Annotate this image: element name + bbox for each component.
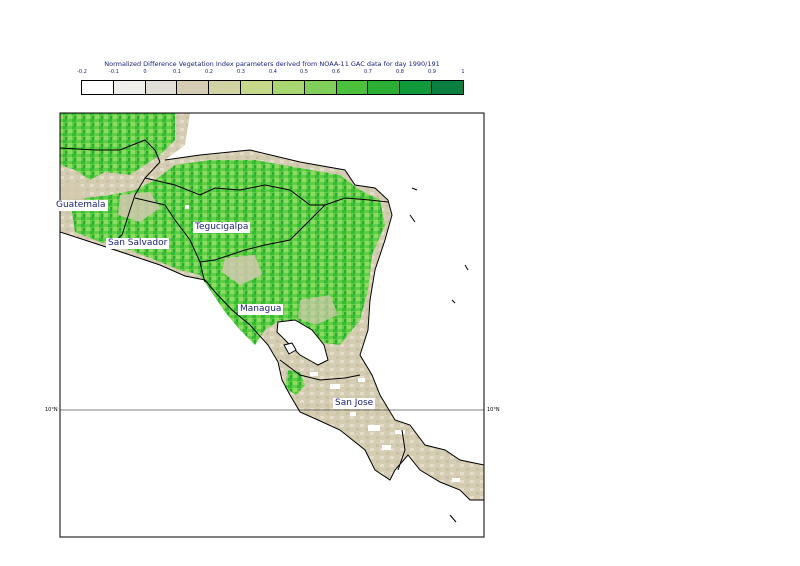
lake-managua <box>283 342 297 355</box>
vegetation-patch <box>285 370 305 395</box>
legend-tick-labels: -0.2 -0.1 0 0.1 0.2 0.3 0.4 0.5 0.6 0.7 … <box>0 69 800 77</box>
country-borders <box>60 139 406 471</box>
latitude-label-left: 10°N <box>45 407 58 413</box>
legend-tick-label: 0.6 <box>332 69 340 75</box>
legend-swatch <box>209 81 242 94</box>
coastline <box>60 231 484 501</box>
legend-swatch <box>177 81 210 94</box>
map-area <box>60 113 484 523</box>
legend-tick-label: 0.9 <box>428 69 436 75</box>
legend-tick-label: -0.2 <box>77 69 87 75</box>
islands <box>409 187 469 523</box>
legend-swatch <box>304 81 337 94</box>
legend-swatch <box>336 81 369 94</box>
latitude-label-right: 10°N <box>487 407 500 413</box>
legend-swatch <box>400 81 433 94</box>
legend-tick-label: 0.5 <box>300 69 308 75</box>
no-data-spots <box>72 205 460 482</box>
legend-swatch <box>82 81 114 94</box>
coastline-north <box>164 149 484 466</box>
legend-tick-label: 1 <box>461 69 465 75</box>
legend-swatch <box>432 81 463 94</box>
legend-tick-label: 0.4 <box>269 69 277 75</box>
legend-title: Normalized Difference Vegetation Index p… <box>104 60 440 68</box>
map-frame <box>59 112 485 538</box>
legend-tick-label: 0.8 <box>396 69 404 75</box>
city-label-managua: Managua <box>238 304 284 315</box>
city-label-guatemala: Guatemala <box>54 200 108 211</box>
legend-tick-label: 0.2 <box>205 69 213 75</box>
legend-swatch <box>272 81 305 94</box>
legend-tick-label: 0.1 <box>173 69 181 75</box>
dry-patch <box>60 182 85 205</box>
city-label-tegucigalpa: Tegucigalpa <box>193 222 251 233</box>
legend-tick-label: -0.1 <box>109 69 119 75</box>
legend-tick-label: 0.3 <box>237 69 245 75</box>
legend-color-bar <box>81 80 464 95</box>
city-label-san-salvador: San Salvador <box>106 238 170 249</box>
legend-swatch <box>241 81 273 94</box>
legend-tick-label: 0 <box>143 69 147 75</box>
legend-swatch <box>368 81 401 94</box>
city-label-san-jose: San Jose <box>333 398 376 409</box>
lake-nicaragua <box>276 319 329 366</box>
dry-patch <box>222 255 262 285</box>
legend-swatch <box>113 81 146 94</box>
vegetation-north <box>60 113 175 180</box>
dry-patch <box>298 295 338 325</box>
legend-tick-label: 0.7 <box>364 69 372 75</box>
legend-swatch <box>145 81 178 94</box>
